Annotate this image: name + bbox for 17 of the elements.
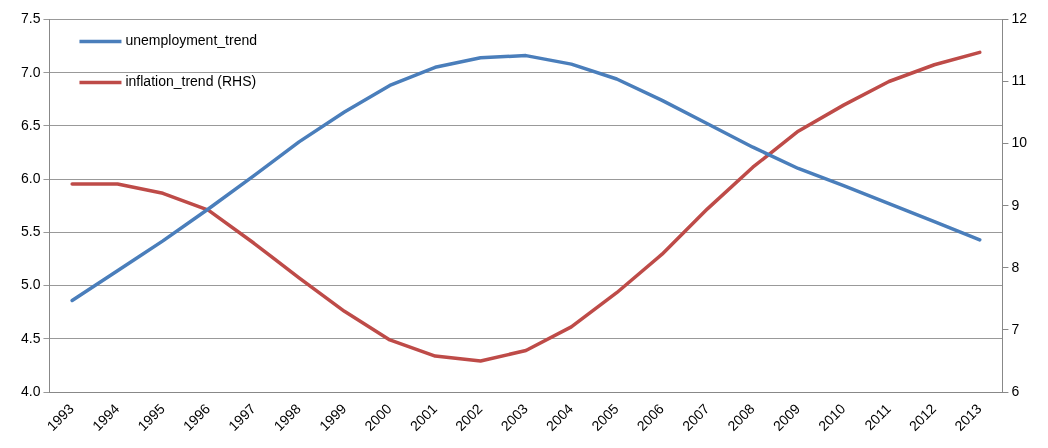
y2-tick-label: 6	[1011, 382, 1020, 399]
y-tick-label: 5.5	[20, 223, 41, 240]
y-tick-label: 4.0	[20, 382, 41, 399]
legend-label: inflation_trend (RHS)	[125, 73, 257, 90]
y-tick-label: 5.0	[20, 276, 41, 293]
y-tick-label: 7.0	[20, 63, 41, 80]
y-tick-label: 4.5	[20, 329, 41, 346]
y2-tick-label: 8	[1011, 258, 1020, 275]
y2-tick-label: 12	[1011, 10, 1028, 27]
y2-tick-label: 9	[1011, 196, 1020, 213]
y-tick-label: 6.5	[20, 116, 41, 133]
y2-tick-label: 7	[1011, 320, 1020, 337]
legend-label: unemployment_trend	[125, 32, 257, 49]
y-tick-label: 7.5	[20, 10, 41, 27]
y2-tick-label: 11	[1011, 72, 1027, 89]
y-tick-label: 6.0	[20, 169, 41, 186]
y2-tick-label: 10	[1011, 134, 1028, 151]
